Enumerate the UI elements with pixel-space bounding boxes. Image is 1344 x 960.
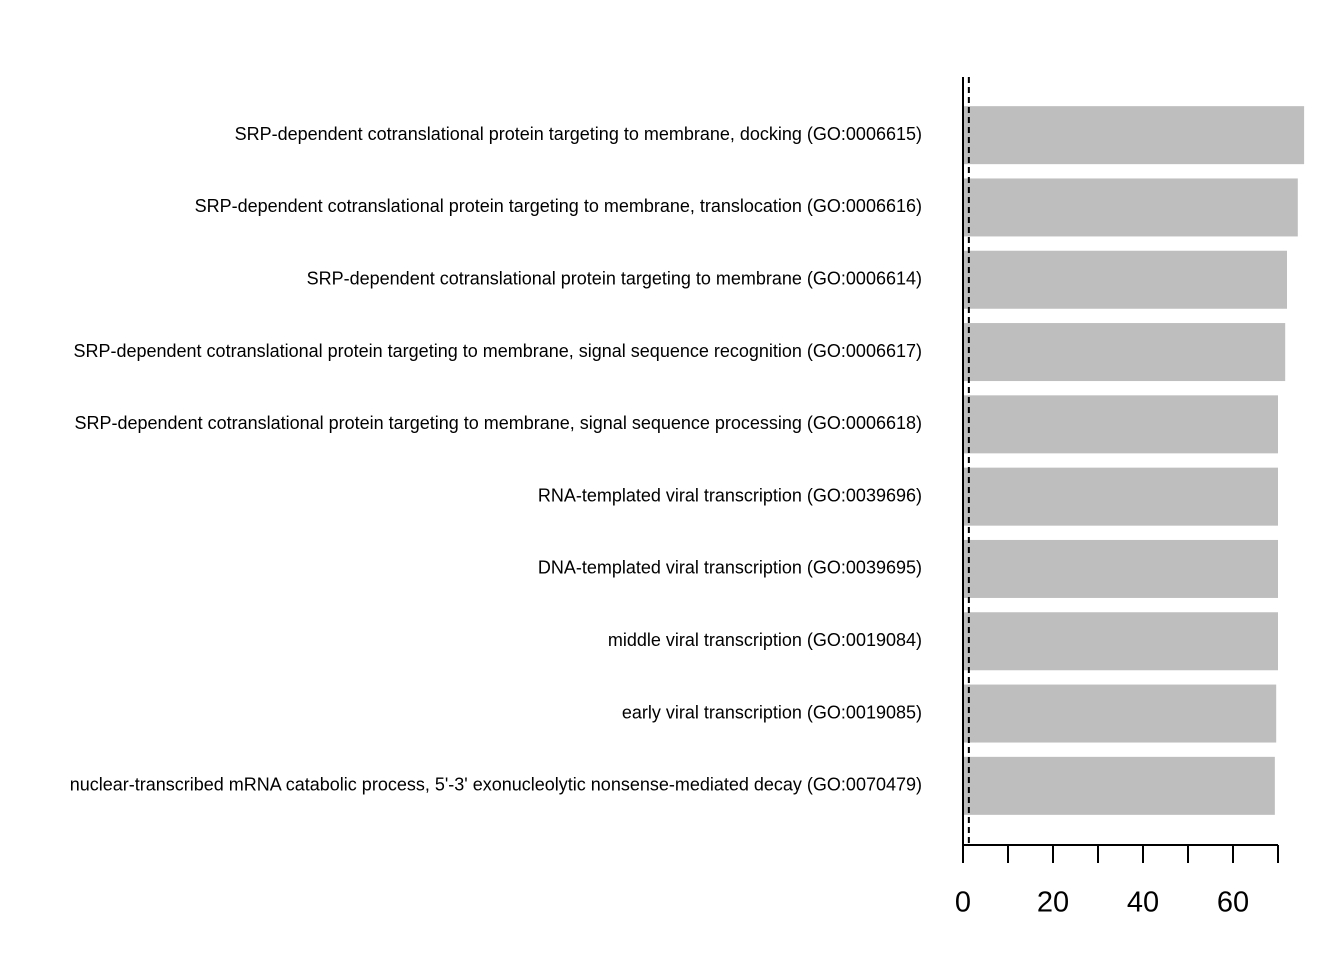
category-label: RNA-templated viral transcription (GO:00… (538, 485, 922, 505)
category-label: DNA-templated viral transcription (GO:00… (538, 558, 922, 578)
x-tick-label: 0 (955, 887, 971, 919)
bar (963, 106, 1305, 165)
category-label: SRP-dependent cotranslational protein ta… (73, 341, 922, 361)
x-tick-label: 60 (1217, 887, 1249, 919)
bar (963, 467, 1278, 526)
category-label: middle viral transcription (GO:0019084) (608, 630, 922, 650)
bar (963, 250, 1287, 309)
bar (963, 612, 1278, 671)
category-label: SRP-dependent cotranslational protein ta… (74, 413, 922, 433)
bar (963, 395, 1278, 454)
category-label: SRP-dependent cotranslational protein ta… (235, 124, 922, 144)
category-label: early viral transcription (GO:0019085) (622, 702, 922, 722)
bar (963, 756, 1275, 815)
category-label: SRP-dependent cotranslational protein ta… (195, 196, 922, 216)
x-tick-label: 20 (1037, 887, 1069, 919)
bar (963, 178, 1298, 237)
category-label: nuclear-transcribed mRNA catabolic proce… (70, 775, 922, 795)
x-tick-label: 40 (1127, 887, 1159, 919)
category-label: SRP-dependent cotranslational protein ta… (307, 269, 922, 289)
bar (963, 323, 1286, 382)
bar (963, 539, 1278, 598)
bar (963, 684, 1277, 743)
